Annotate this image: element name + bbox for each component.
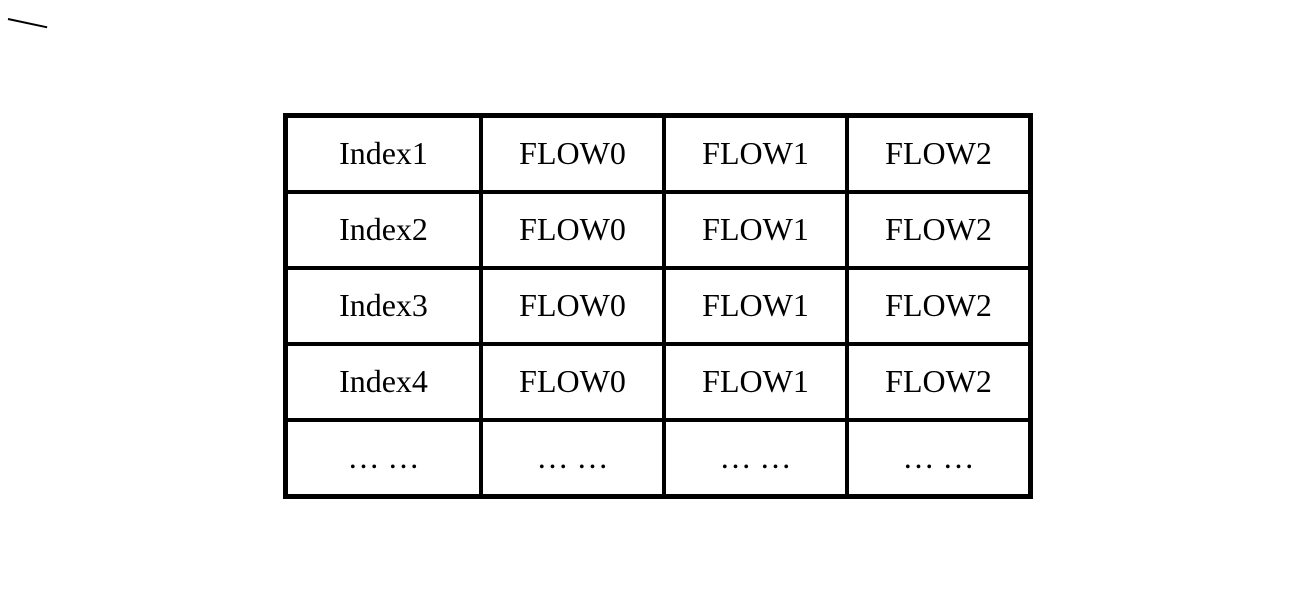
flow-cell: FLOW1 [664, 268, 847, 344]
index-cell: … … [286, 420, 481, 496]
flow-cell: FLOW0 [481, 344, 664, 420]
flow-cell: FLOW1 [664, 192, 847, 268]
flow-cell: FLOW1 [664, 116, 847, 192]
flow-cell: … … [664, 420, 847, 496]
flow-cell: FLOW2 [847, 192, 1030, 268]
index-cell: Index2 [286, 192, 481, 268]
scan-artifact-mark [8, 18, 48, 28]
flow-cell: … … [847, 420, 1030, 496]
table-row: Index2 FLOW0 FLOW1 FLOW2 [286, 192, 1030, 268]
index-cell: Index3 [286, 268, 481, 344]
table-row: … … … … … … … … [286, 420, 1030, 496]
flow-cell: FLOW1 [664, 344, 847, 420]
table-row: Index4 FLOW0 FLOW1 FLOW2 [286, 344, 1030, 420]
table-row: Index1 FLOW0 FLOW1 FLOW2 [286, 116, 1030, 192]
index-cell: Index1 [286, 116, 481, 192]
flow-cell: FLOW0 [481, 192, 664, 268]
table-row: Index3 FLOW0 FLOW1 FLOW2 [286, 268, 1030, 344]
flow-cell: FLOW2 [847, 344, 1030, 420]
index-cell: Index4 [286, 344, 481, 420]
flow-cell: FLOW0 [481, 116, 664, 192]
flow-cell: FLOW2 [847, 268, 1030, 344]
flow-cell: FLOW2 [847, 116, 1030, 192]
flow-cell: … … [481, 420, 664, 496]
flow-index-table: Index1 FLOW0 FLOW1 FLOW2 Index2 FLOW0 FL… [283, 113, 1033, 499]
flow-cell: FLOW0 [481, 268, 664, 344]
